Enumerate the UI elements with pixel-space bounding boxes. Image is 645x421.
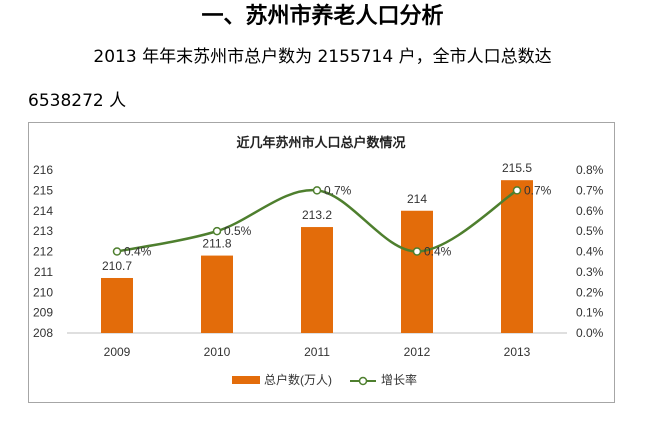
- bar-value-label: 215.5: [502, 161, 532, 175]
- y-left-tick-label: 211: [34, 265, 53, 279]
- legend-bar-swatch: [232, 376, 260, 384]
- chart-title: 近几年苏州市人口总户数情况: [236, 135, 405, 151]
- y-right-tick-label: 0.4%: [576, 245, 604, 259]
- bar-value-label: 213.2: [302, 208, 332, 222]
- y-left-tick-label: 214: [33, 204, 53, 218]
- bar-2013: [501, 180, 533, 333]
- y-right-tick-label: 0.8%: [576, 163, 604, 177]
- legend-bar-label: 总户数(万人): [264, 372, 332, 387]
- bar-value-label: 211.8: [202, 237, 231, 251]
- y-left-tick-label: 208: [33, 326, 53, 340]
- x-tick-label: 2010: [204, 345, 231, 359]
- y-left-tick-label: 210: [33, 285, 53, 299]
- growth-rate-point-2013: [512, 186, 522, 195]
- y-right-tick-label: 0.6%: [576, 204, 604, 218]
- bar-value-label: 210.7: [102, 259, 132, 273]
- paragraph-line-2: 6538272 人: [28, 91, 127, 111]
- growth-rate-label: 0.7%: [524, 183, 552, 197]
- section-heading: 一、苏州市养老人口分析: [201, 4, 444, 29]
- growth-rate-label: 0.5%: [224, 224, 252, 238]
- growth-rate-point-2010: [212, 226, 222, 236]
- x-tick-label: 2013: [504, 345, 531, 359]
- growth-rate-label: 0.4%: [124, 245, 152, 259]
- chart-container: 近几年苏州市人口总户数情况 208 209 210 211 212 213 214 215 216…: [28, 122, 615, 403]
- bar-2009: [101, 277, 133, 333]
- y-right-tick-label: 0.3%: [576, 265, 604, 279]
- x-tick-label: 2012: [404, 345, 431, 359]
- bar-2012: [401, 210, 433, 333]
- x-tick-label: 2009: [104, 345, 131, 359]
- legend-line-label: 增长率: [381, 372, 417, 387]
- legend-line-marker: [358, 376, 368, 386]
- bar-2011: [301, 227, 333, 333]
- y-left-tick-label: 216: [33, 163, 53, 177]
- y-right-tick-label: 0.7%: [576, 183, 604, 197]
- growth-rate-point-2012: [412, 247, 422, 256]
- growth-rate-label: 0.7%: [324, 183, 352, 197]
- bar-value-label: 214: [407, 192, 427, 206]
- y-left-tick-label: 209: [33, 306, 53, 320]
- y-left-tick-label: 213: [33, 224, 53, 238]
- y-right-tick-label: 0.0%: [576, 326, 604, 340]
- growth-rate-label: 0.4%: [424, 245, 452, 259]
- paragraph-line-1: 2013 年年末苏州市总户数为 2155714 户，全市人口总数达: [93, 47, 552, 67]
- y-right-tick-label: 0.5%: [576, 224, 604, 238]
- y-left-tick-label: 212: [33, 245, 53, 259]
- y-left-tick-label: 215: [33, 183, 53, 197]
- x-tick-label: 2011: [304, 345, 330, 359]
- combo-chart: 近几年苏州市人口总户数情况 208 209 210 211 212 213 214 215 216…: [33, 135, 604, 387]
- y-right-tick-label: 0.1%: [576, 306, 604, 320]
- growth-rate-point-2011: [312, 186, 322, 195]
- growth-rate-point-2009: [112, 247, 122, 256]
- bar-2010: [201, 255, 233, 333]
- y-right-tick-label: 0.2%: [576, 285, 604, 299]
